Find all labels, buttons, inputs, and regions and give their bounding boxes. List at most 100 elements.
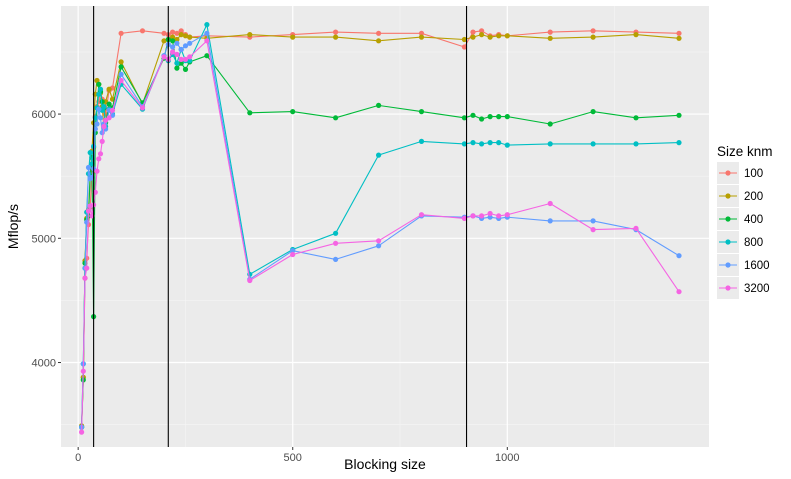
data-point-3200 [290,251,296,258]
data-point-3200 [80,368,86,374]
data-point-400 [106,101,112,107]
data-point-3200 [333,240,339,246]
y-tick-label: 6000 [32,109,56,121]
data-point-3200 [247,277,253,284]
data-point-200 [470,34,476,40]
x-tick-label: 500 [284,452,302,464]
data-point-800 [504,142,510,148]
data-point-400 [333,115,339,121]
data-point-3200 [99,138,105,144]
data-point-3200 [94,168,100,174]
data-point-1600 [96,106,102,112]
data-point-200 [182,33,189,39]
data-point-3200 [79,429,85,435]
data-point-400 [182,66,189,72]
data-point-200 [633,31,639,38]
data-point-200 [590,34,596,40]
data-point-200 [106,86,112,92]
data-point-1600 [94,121,100,127]
y-tick-label: 5000 [32,233,56,245]
data-point-3200 [85,208,92,214]
x-tick-label: 1000 [495,452,519,464]
legend-label: 800 [744,237,763,249]
data-point-1600 [187,40,193,46]
data-point-3200 [178,56,184,63]
data-point-100 [470,29,476,35]
legend-key-point [725,285,731,291]
data-point-200 [418,34,425,40]
data-point-200 [290,34,296,40]
data-point-800 [333,230,339,236]
data-point-200 [161,38,167,44]
data-point-800 [97,86,104,92]
data-point-400 [461,115,467,121]
legend-label: 200 [744,191,763,203]
minor-gridlines [61,6,709,447]
data-point-400 [204,53,210,59]
data-point-1600 [118,71,124,77]
data-point-400 [547,121,553,127]
data-point-800 [496,140,502,146]
data-point-800 [376,152,382,158]
legend-key-point [725,216,731,222]
data-point-800 [96,91,102,97]
data-point-3200 [82,275,88,281]
data-point-200 [170,34,176,40]
legend-key-point [725,239,731,245]
data-point-200 [376,38,382,44]
data-point-800 [470,140,476,146]
data-point-200 [676,35,682,41]
data-point-800 [487,140,493,146]
legend-key-point [725,262,731,268]
data-point-100 [174,30,180,36]
data-point-200 [496,33,502,39]
data-point-100 [479,28,485,34]
data-point-200 [504,33,510,39]
data-point-1600 [290,248,296,254]
data-point-3200 [174,51,180,58]
data-point-3200 [101,123,107,130]
reference-lines [93,6,468,447]
data-point-800 [461,141,467,147]
data-point-400 [170,38,176,44]
legend-item-800: 800 [717,231,763,253]
data-point-200 [461,36,467,43]
data-point-200 [247,31,253,38]
major-gridlines [61,6,709,447]
y-tick-label: 4000 [32,358,56,370]
data-point-3200 [479,213,485,219]
data-point-800 [101,104,107,110]
data-point-200 [547,35,553,41]
legend-label: 100 [744,168,763,180]
data-point-800 [187,58,193,64]
data-point-1600 [590,218,596,224]
data-point-100 [170,29,176,35]
data-point-400 [290,109,296,115]
data-point-100 [547,29,553,35]
data-point-1600 [170,44,176,50]
legend-key-point [725,170,731,176]
legend-title: Size knm [717,144,773,159]
data-point-400 [470,112,476,118]
data-point-3200 [109,107,116,113]
data-point-400 [247,110,253,116]
data-point-800 [676,140,682,146]
data-point-3200 [187,54,193,60]
data-point-3200 [487,210,493,217]
data-point-1600 [676,253,682,259]
data-point-1600 [174,40,180,46]
data-point-1600 [204,30,210,36]
data-point-1600 [333,256,339,262]
data-point-100 [418,30,425,36]
data-point-1600 [85,164,92,171]
axis-ticks: 0 500 1000 4000 5000 6000 [32,109,520,464]
data-point-100 [118,30,124,36]
data-point-3200 [547,200,553,207]
data-point-100 [376,30,382,36]
data-point-3200 [161,54,167,60]
data-point-400 [676,112,682,118]
legend-item-200: 200 [717,185,763,207]
data-point-100 [161,30,167,36]
data-point-3200 [139,105,146,111]
data-point-400 [418,109,425,115]
